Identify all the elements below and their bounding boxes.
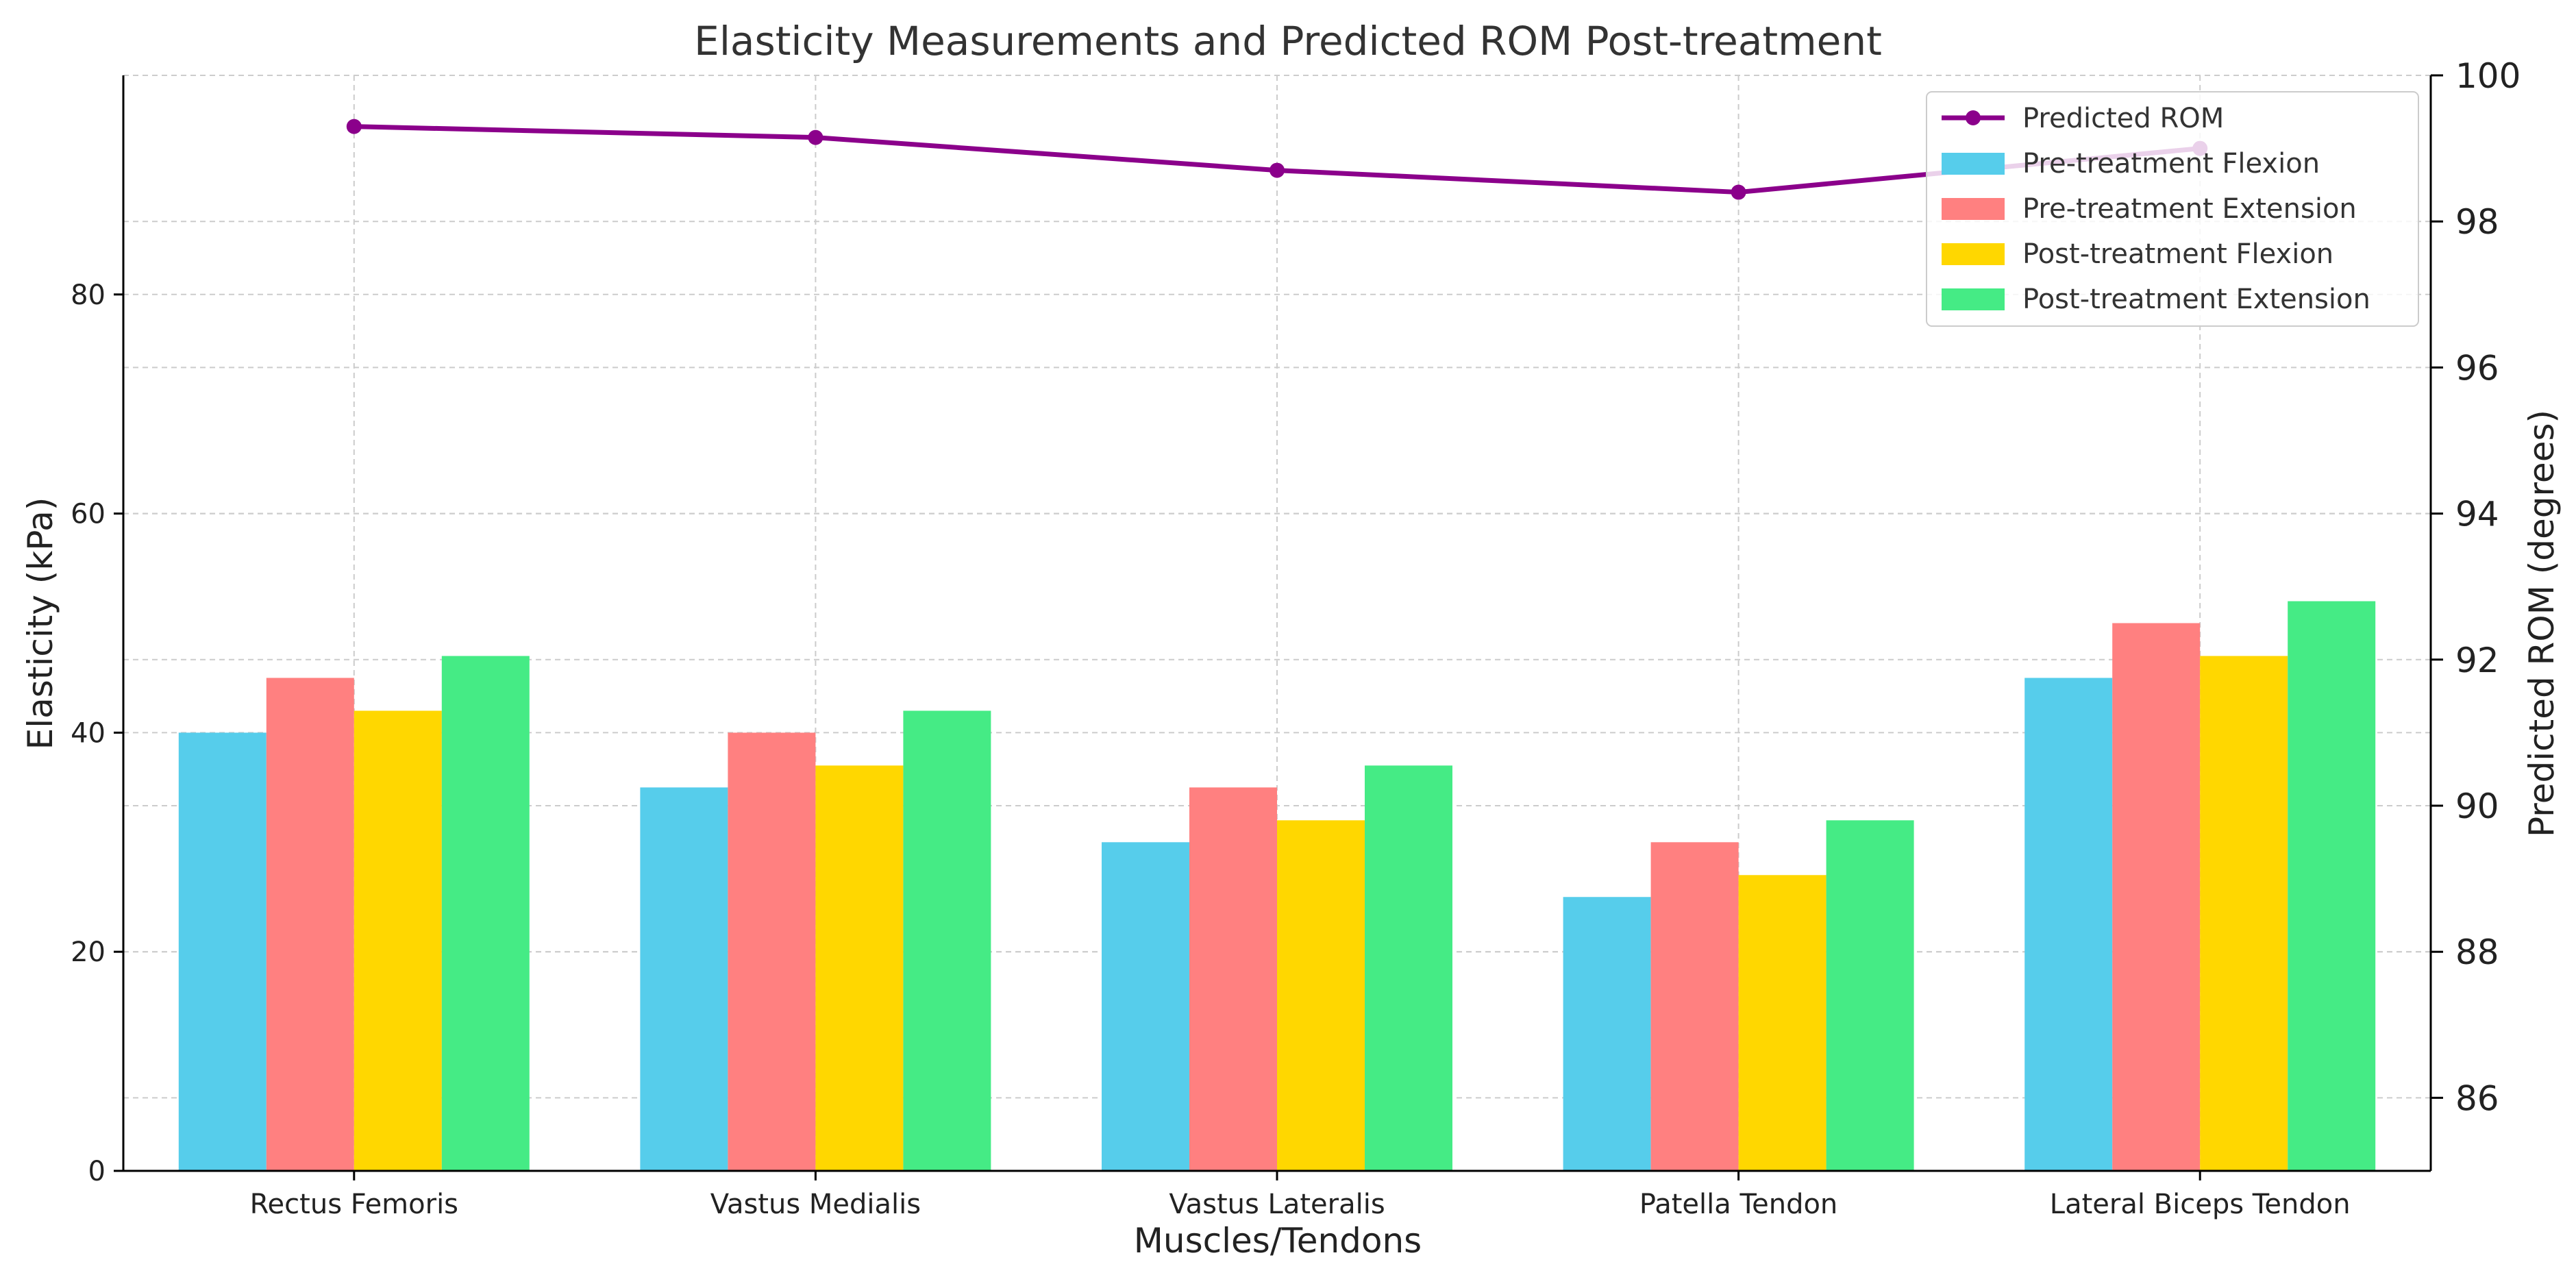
- point-predicted-rom-1: [808, 129, 823, 145]
- legend-swatch-post-treatment-extension: [1942, 288, 2005, 310]
- bar-post-treatment-extension-4: [2288, 601, 2376, 1171]
- point-predicted-rom-0: [346, 119, 362, 134]
- bar-post-treatment-flexion-3: [1738, 875, 1826, 1171]
- bar-post-treatment-extension-3: [1826, 820, 1914, 1171]
- legend-label-predicted-rom: Predicted ROM: [2022, 103, 2224, 134]
- legend-label-post-treatment-flexion: Post-treatment Flexion: [2022, 238, 2333, 270]
- legend-label-pre-treatment-flexion: Pre-treatment Flexion: [2022, 148, 2320, 180]
- y-tick-label-right-96: 96: [2455, 348, 2499, 388]
- y-tick-label-right-86: 86: [2455, 1078, 2499, 1118]
- ticks: 0 20 40 60 80 86 88 90 92 94 96 98 100 Rectus Femoris…: [71, 56, 2521, 1220]
- legend-label-post-treatment-extension: Post-treatment Extension: [2022, 284, 2370, 315]
- x-tick-label-4: Lateral Biceps Tendon: [2050, 1189, 2351, 1220]
- point-predicted-rom-3: [1731, 184, 1746, 200]
- bar-pre-treatment-flexion-4: [2024, 678, 2113, 1171]
- bar-post-treatment-flexion-2: [1277, 820, 1365, 1171]
- x-tick-label-1: Vastus Medialis: [710, 1189, 921, 1220]
- bars: [178, 601, 2376, 1171]
- legend-label-pre-treatment-extension: Pre-treatment Extension: [2022, 193, 2357, 225]
- chart-title: Elasticity Measurements and Predicted RO…: [694, 18, 1882, 64]
- x-tick-label-0: Rectus Femoris: [250, 1189, 458, 1220]
- y2-axis-label: Predicted ROM (degrees): [2522, 410, 2562, 837]
- bar-pre-treatment-extension-0: [266, 678, 354, 1171]
- bar-pre-treatment-extension-4: [2112, 623, 2201, 1171]
- legend-box: [1926, 91, 2419, 327]
- bar-pre-treatment-flexion-1: [640, 787, 728, 1171]
- bar-pre-treatment-extension-1: [728, 732, 816, 1171]
- y-tick-label-left-40: 40: [71, 717, 106, 749]
- bar-pre-treatment-extension-3: [1650, 842, 1739, 1171]
- legend-swatch-pre-treatment-extension: [1942, 198, 2005, 220]
- bar-post-treatment-flexion-4: [2200, 656, 2288, 1171]
- bar-post-treatment-flexion-1: [815, 765, 904, 1171]
- rom-line: [346, 119, 2208, 200]
- y-tick-label-right-94: 94: [2455, 495, 2499, 534]
- y-tick-label-right-90: 90: [2455, 787, 2499, 826]
- point-predicted-rom-2: [1270, 162, 1285, 178]
- bar-pre-treatment-flexion-3: [1563, 897, 1651, 1171]
- y-tick-label-right-98: 98: [2455, 202, 2499, 242]
- y-tick-label-left-0: 0: [88, 1156, 106, 1187]
- bar-post-treatment-extension-0: [441, 656, 530, 1171]
- bar-pre-treatment-flexion-0: [178, 732, 267, 1171]
- legend-marker-predicted-rom: [1966, 110, 1981, 125]
- legend: Predicted ROM Pre-treatment Flexion Pre-tr…: [1926, 91, 2419, 327]
- bar-pre-treatment-extension-2: [1189, 787, 1277, 1171]
- bar-post-treatment-extension-2: [1365, 765, 1452, 1171]
- x-axis-label: Muscles/Tendons: [1134, 1221, 1422, 1261]
- y-tick-label-right-92: 92: [2455, 641, 2499, 680]
- bar-pre-treatment-flexion-2: [1102, 842, 1189, 1171]
- bar-post-treatment-flexion-0: [354, 710, 442, 1171]
- y-tick-label-left-80: 80: [71, 280, 106, 311]
- legend-swatch-pre-treatment-flexion: [1942, 153, 2005, 175]
- x-tick-label-2: Vastus Lateralis: [1169, 1189, 1385, 1220]
- legend-swatch-post-treatment-flexion: [1942, 243, 2005, 265]
- y-axis-label: Elasticity (kPa): [21, 497, 60, 750]
- bar-post-treatment-extension-1: [903, 710, 991, 1171]
- y-tick-label-left-20: 20: [71, 937, 106, 968]
- x-tick-label-3: Patella Tendon: [1639, 1189, 1837, 1220]
- y-tick-label-right-100: 100: [2455, 56, 2521, 96]
- y-tick-label-left-60: 60: [71, 499, 106, 530]
- y-tick-label-right-88: 88: [2455, 932, 2499, 972]
